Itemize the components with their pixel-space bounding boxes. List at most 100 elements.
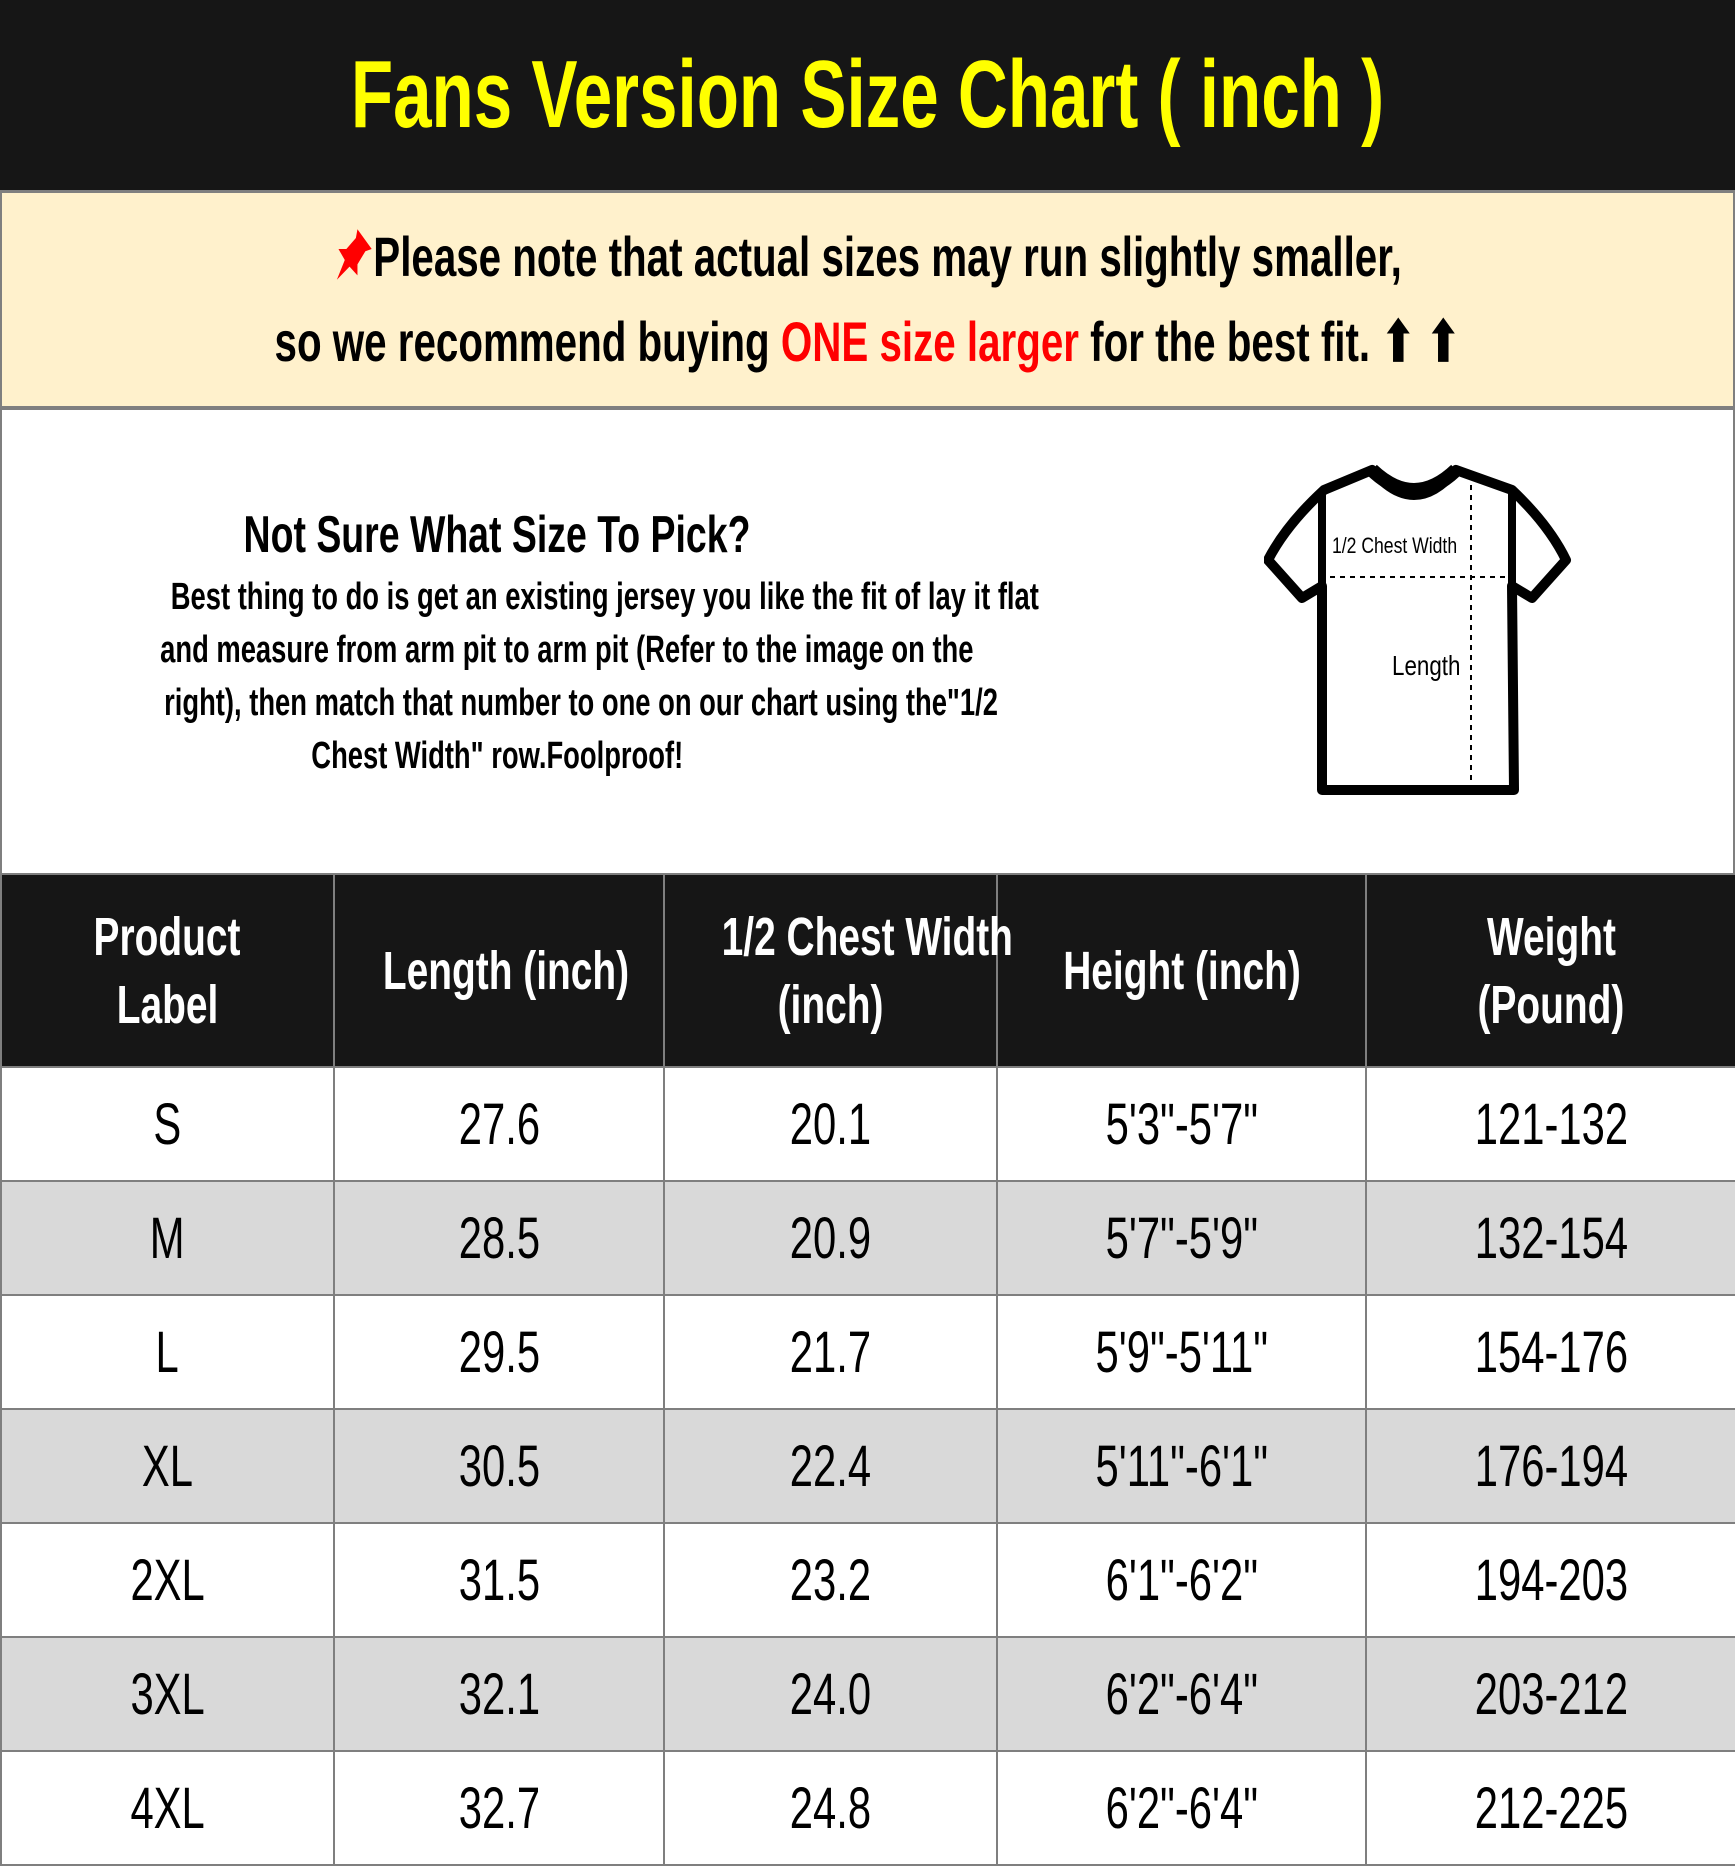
- table-cell: 132-154: [1365, 1180, 1735, 1296]
- info-line: Best thing to do is get an existing jers…: [170, 576, 1039, 618]
- cell-value: L: [155, 1319, 180, 1385]
- table-row: 4XL 32.7 24.8 6'2"-6'4" 212-225: [0, 1750, 1735, 1866]
- table-cell: 5'3"-5'7": [996, 1066, 1367, 1182]
- table-cell: 6'2"-6'4": [996, 1636, 1367, 1752]
- table-cell: 32.7: [333, 1750, 665, 1866]
- cell-value: 4XL: [130, 1775, 205, 1841]
- cell-value: S: [153, 1091, 182, 1157]
- cell-value: 5'11"-6'1": [1095, 1433, 1268, 1499]
- table-row: 3XL 32.1 24.0 6'2"-6'4" 203-212: [0, 1636, 1735, 1752]
- table-cell: 29.5: [333, 1294, 665, 1410]
- table-cell: 20.9: [663, 1180, 998, 1296]
- table-cell: 194-203: [1365, 1522, 1735, 1638]
- size-table: Product Label Length (inch) 1/2 Chest Width…: [0, 873, 1735, 1866]
- column-header-text: Label: [116, 974, 219, 1035]
- column-header-text: Height (inch): [1062, 940, 1301, 1001]
- column-header: Product Label: [0, 873, 335, 1068]
- cell-value: 30.5: [458, 1433, 540, 1499]
- column-header-text: (Pound): [1477, 974, 1625, 1035]
- cell-value: 29.5: [458, 1319, 540, 1385]
- cell-value: 28.5: [458, 1205, 540, 1271]
- cell-value: 203-212: [1474, 1661, 1628, 1727]
- cell-value: 132-154: [1474, 1205, 1628, 1271]
- table-cell: 32.1: [333, 1636, 665, 1752]
- column-header: Height (inch): [996, 873, 1367, 1068]
- column-header: Weight (Pound): [1365, 873, 1735, 1068]
- table-cell: 4XL: [0, 1750, 335, 1866]
- cell-value: 6'2"-6'4": [1105, 1661, 1258, 1727]
- table-row: XL 30.5 22.4 5'11"-6'1" 176-194: [0, 1408, 1735, 1524]
- note-line-2: so we recommend buying: [274, 310, 782, 373]
- table-cell: 23.2: [663, 1522, 998, 1638]
- chest-width-label: 1/2 Chest Width: [1332, 534, 1457, 558]
- length-label: Length: [1392, 651, 1460, 682]
- column-header: 1/2 Chest Width (inch): [663, 873, 1013, 1068]
- column-header-text: Weight: [1486, 906, 1616, 967]
- table-cell: 21.7: [663, 1294, 998, 1410]
- table-cell: 20.1: [663, 1066, 998, 1182]
- cell-value: 3XL: [130, 1661, 205, 1727]
- info-line: and measure from arm pit to arm pit (Ref…: [160, 629, 974, 671]
- table-row: M 28.5 20.9 5'7"-5'9" 132-154: [0, 1180, 1735, 1296]
- cell-value: 154-176: [1474, 1319, 1628, 1385]
- cell-value: 5'9"-5'11": [1095, 1319, 1268, 1385]
- cell-value: 6'2"-6'4": [1105, 1775, 1258, 1841]
- cell-value: 21.7: [789, 1319, 872, 1385]
- table-cell: 28.5: [333, 1180, 665, 1296]
- table-cell: 3XL: [0, 1636, 335, 1752]
- table-row: L 29.5 21.7 5'9"-5'11" 154-176: [0, 1294, 1735, 1410]
- cell-value: 27.6: [458, 1091, 540, 1157]
- cell-value: 176-194: [1474, 1433, 1628, 1499]
- note-highlight: ONE size larger: [781, 310, 1080, 373]
- table-cell: 24.8: [663, 1750, 998, 1866]
- note-line-2-end: for the best fit.: [1079, 310, 1371, 373]
- info-line: right), then match that number to one on…: [164, 682, 998, 724]
- cell-value: 20.9: [789, 1205, 872, 1271]
- table-cell: 5'9"-5'11": [996, 1294, 1367, 1410]
- table-cell: 27.6: [333, 1066, 665, 1182]
- column-header: Length (inch): [333, 873, 665, 1068]
- info-title: Not Sure What Size To Pick?: [243, 506, 751, 564]
- table-cell: S: [0, 1066, 335, 1182]
- table-cell: XL: [0, 1408, 335, 1524]
- cell-value: 5'7"-5'9": [1105, 1205, 1258, 1271]
- table-cell: 121-132: [1365, 1066, 1735, 1182]
- cell-value: 23.2: [789, 1547, 872, 1613]
- column-header-text: 1/2 Chest Width: [721, 906, 1013, 967]
- table-cell: 22.4: [663, 1408, 998, 1524]
- table-cell: 31.5: [333, 1522, 665, 1638]
- cell-value: 24.8: [789, 1775, 872, 1841]
- cell-value: 212-225: [1474, 1775, 1628, 1841]
- cell-value: 32.1: [458, 1661, 540, 1727]
- cell-value: 22.4: [789, 1433, 872, 1499]
- table-cell: M: [0, 1180, 335, 1296]
- size-note: Please note that actual sizes may run sl…: [0, 193, 1735, 410]
- column-header-text: Length (inch): [382, 940, 630, 1001]
- table-cell: 24.0: [663, 1636, 998, 1752]
- cell-value: 2XL: [130, 1547, 205, 1613]
- table-cell: 6'2"-6'4": [996, 1750, 1367, 1866]
- table-cell: 2XL: [0, 1522, 335, 1638]
- table-cell: 5'11"-6'1": [996, 1408, 1367, 1524]
- column-header-text: Product: [94, 906, 241, 967]
- info-line: Chest Width" row.Foolproof!: [311, 735, 683, 777]
- table-cell: 6'1"-6'2": [996, 1522, 1367, 1638]
- cell-value: 5'3"-5'7": [1105, 1091, 1258, 1157]
- size-guide-info: Not Sure What Size To Pick? Best thing t…: [0, 410, 1735, 873]
- table-cell: 176-194: [1365, 1408, 1735, 1524]
- page-title: Fans Version Size Chart ( inch ): [350, 41, 1385, 148]
- up-arrows-icon: ⬆ ⬆: [1381, 310, 1461, 373]
- cell-value: 24.0: [789, 1661, 872, 1727]
- table-cell: 203-212: [1365, 1636, 1735, 1752]
- cell-value: 31.5: [458, 1547, 540, 1613]
- table-row: 2XL 31.5 23.2 6'1"-6'2" 194-203: [0, 1522, 1735, 1638]
- column-header-text: (inch): [777, 974, 884, 1035]
- cell-value: 194-203: [1474, 1547, 1628, 1613]
- table-row: S 27.6 20.1 5'3"-5'7" 121-132: [0, 1066, 1735, 1182]
- pushpin-icon: [336, 229, 372, 280]
- table-cell: 154-176: [1365, 1294, 1735, 1410]
- table-cell: 212-225: [1365, 1750, 1735, 1866]
- header: Fans Version Size Chart ( inch ): [0, 0, 1735, 193]
- cell-value: XL: [141, 1433, 194, 1499]
- tshirt-measurement-diagram: 1/2 Chest Width Length: [1264, 464, 1571, 795]
